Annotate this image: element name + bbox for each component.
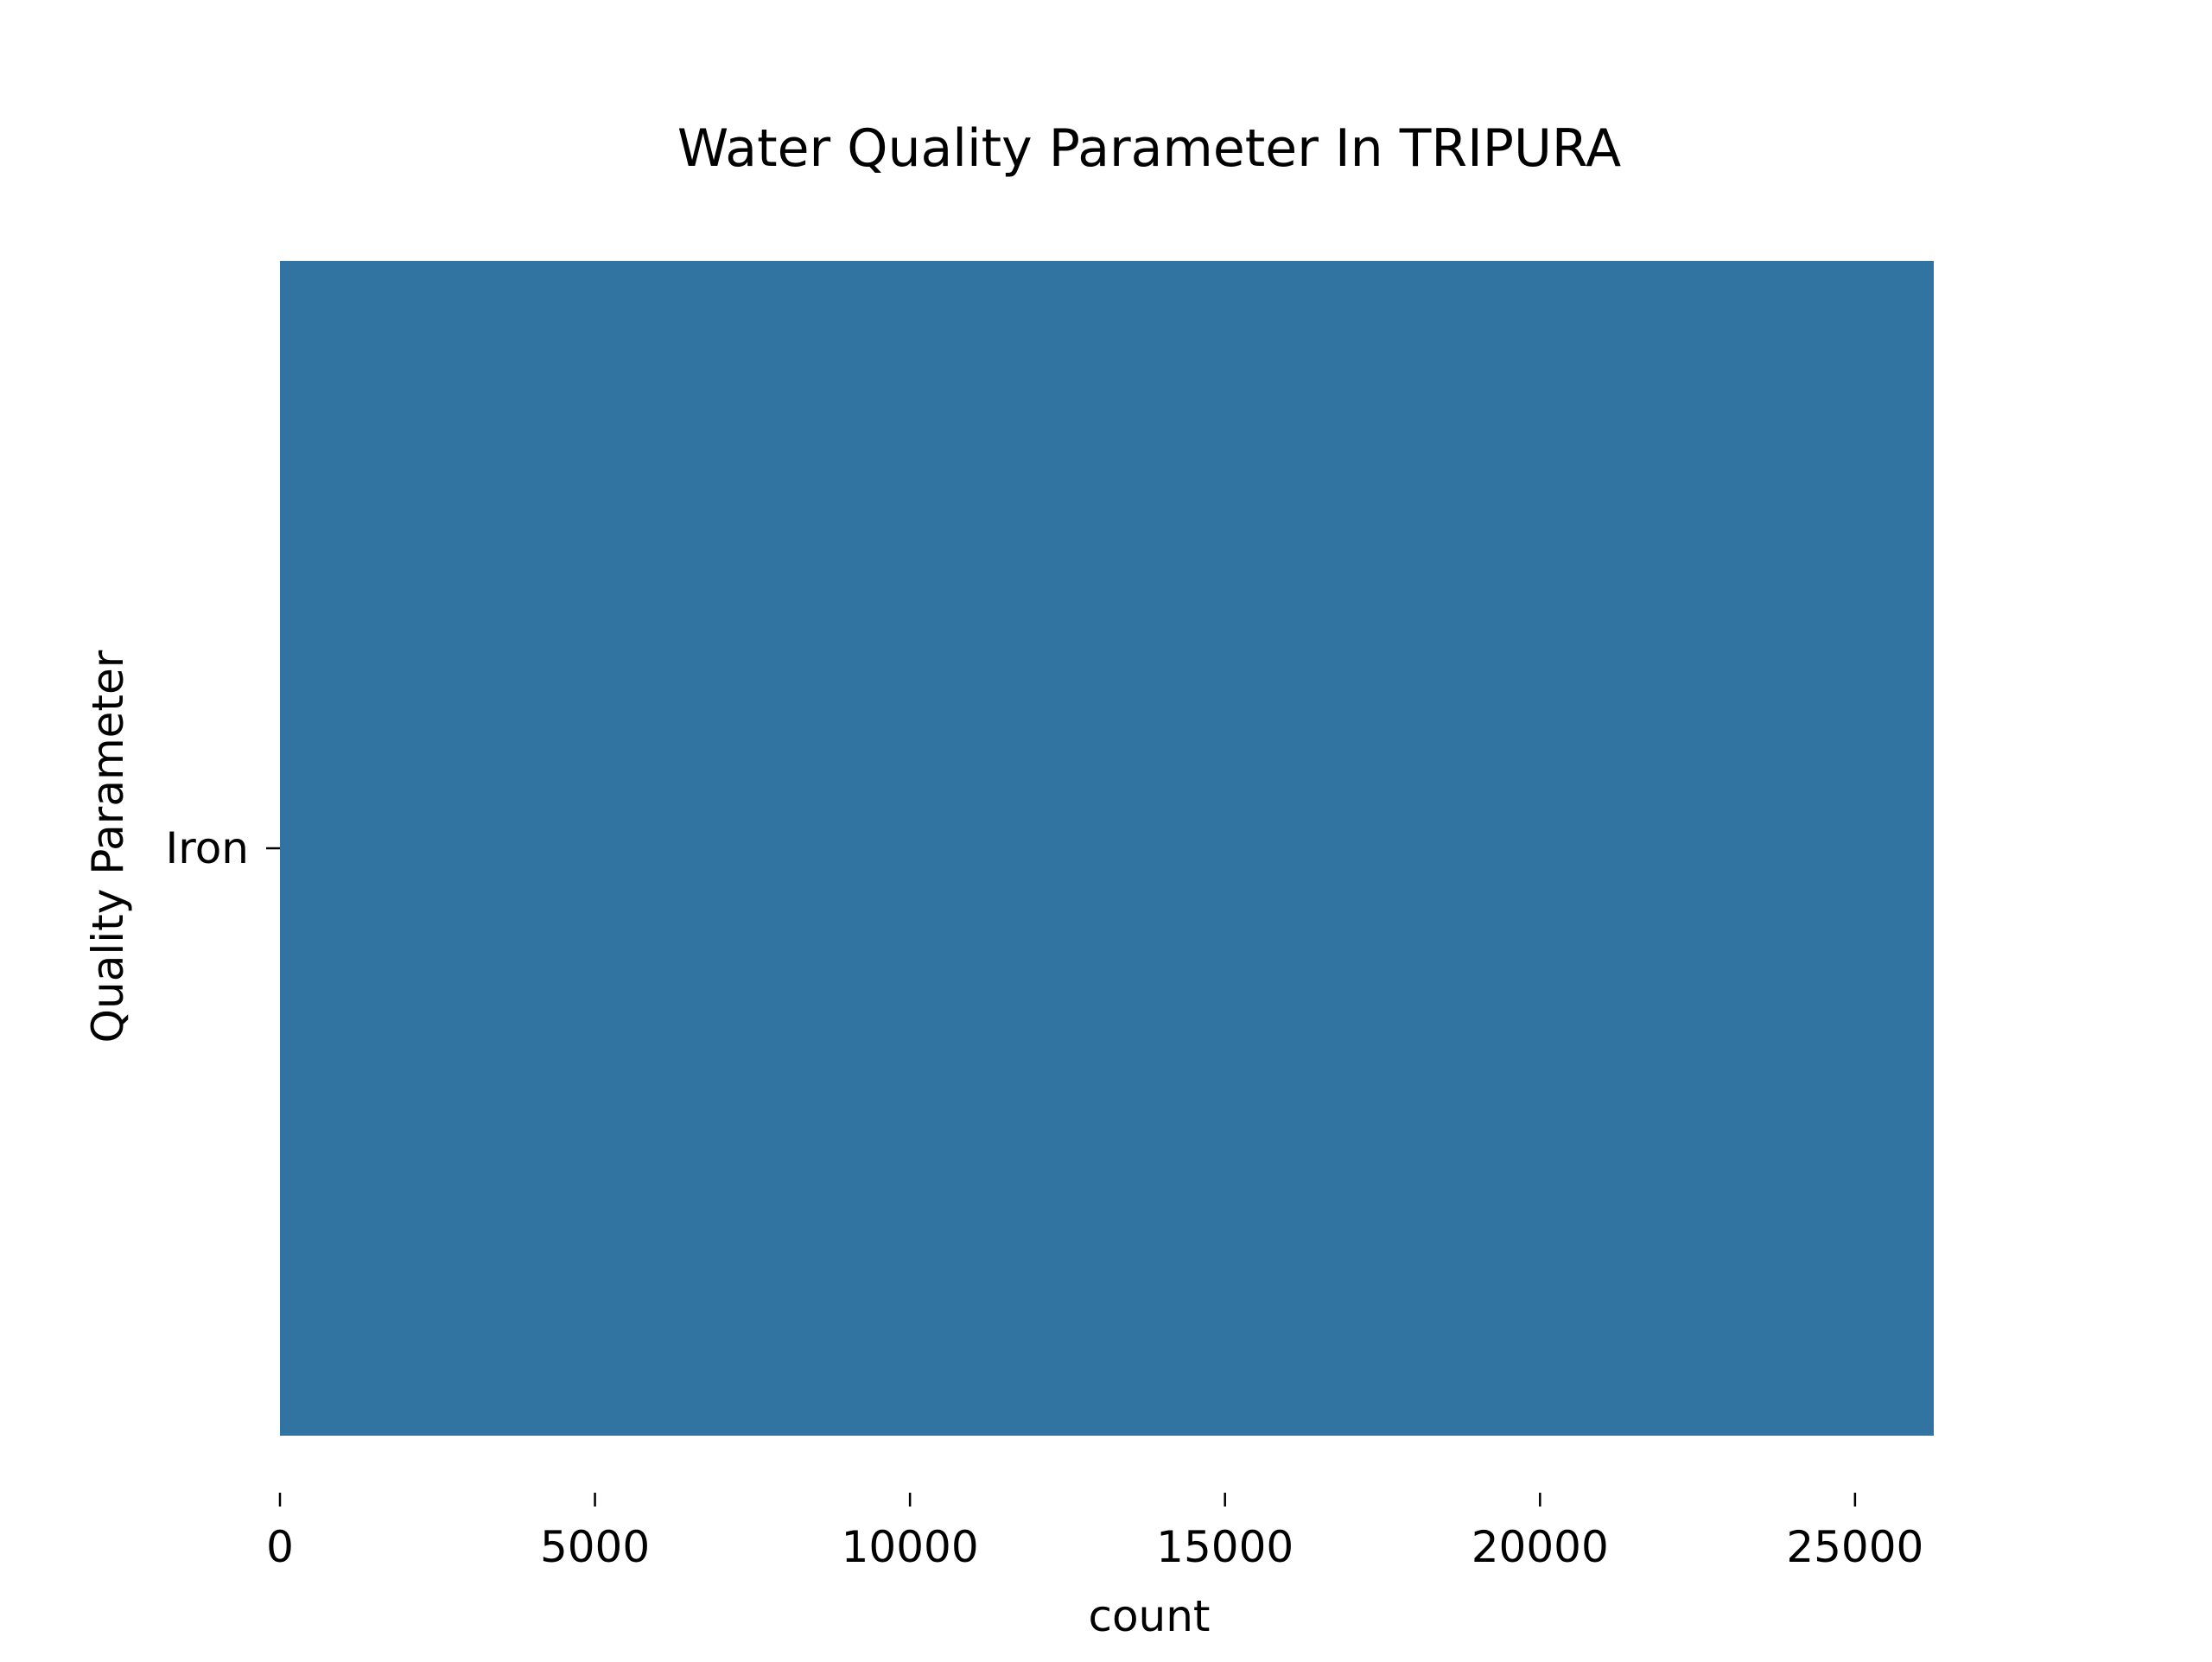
x-axis-label: count [1088,1591,1210,1641]
x-tick-label: 0 [266,1522,294,1572]
y-axis-label: Quality Parameter [83,650,133,1043]
bar-iron [280,261,1934,1436]
chart-title: Water Quality Parameter In TRIPURA [677,118,1621,179]
x-tick-label: 5000 [540,1522,650,1572]
x-tick-label: 15000 [1156,1522,1294,1572]
x-tick-label: 20000 [1471,1522,1609,1572]
x-tick-label: 10000 [842,1522,979,1572]
y-tick-label: Iron [166,823,249,873]
x-tick-label: 25000 [1786,1522,1923,1572]
bars-layer [280,261,1934,1436]
axes-layer: Iron 0 5000 10000 15000 20000 25000 [166,823,1924,1572]
